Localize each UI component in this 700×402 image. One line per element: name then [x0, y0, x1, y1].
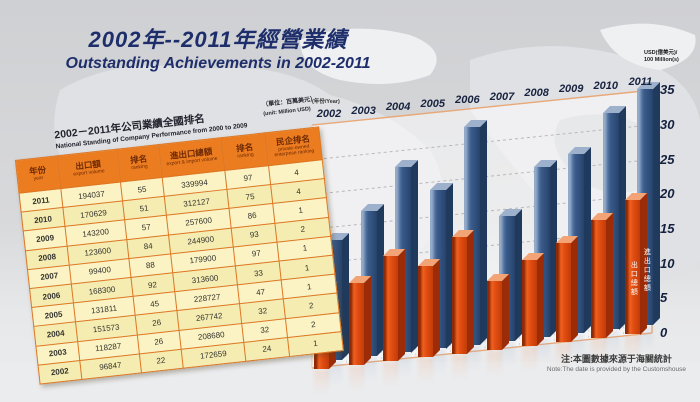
bar-front — [556, 242, 572, 343]
column-header-4: 排名 ranking — [221, 132, 269, 171]
x-axis-year-label: 2007 — [489, 90, 515, 103]
bar-reflection — [556, 343, 572, 378]
bar-side — [363, 276, 371, 366]
bar-front — [452, 236, 468, 354]
bar-export-2005 — [417, 258, 440, 358]
bar-front — [521, 260, 537, 346]
y-axis-unit-line1: USD(億美元)/ — [644, 50, 678, 56]
page-title-english: Outstanding Achievements in 2002-2011 — [65, 55, 371, 72]
bar-reflection — [637, 326, 654, 361]
bar-reflection — [533, 337, 550, 372]
legend-total-label: 進出口總額 — [643, 247, 651, 293]
bar-side — [502, 273, 509, 350]
bar-export-2007 — [487, 273, 509, 350]
value-cell: 22 — [139, 349, 183, 373]
bar-front — [383, 256, 399, 362]
x-axis-year-label: 2005 — [420, 97, 446, 110]
bar-front — [348, 283, 364, 366]
bar-reflection — [521, 346, 537, 381]
y-tick-label: 0 — [660, 325, 668, 340]
x-axis-year-label: 2002 — [316, 108, 342, 121]
bar-export-2009 — [556, 235, 579, 343]
bar-reflection — [326, 361, 342, 395]
bar-export-2004 — [383, 249, 406, 362]
y-tick-label: 10 — [660, 255, 675, 271]
bar-front — [417, 265, 433, 358]
source-note-chinese: 注:本圖數據來源于海關統計 — [560, 354, 672, 364]
x-axis-year-label: 2011 — [628, 76, 653, 89]
bar-side — [571, 235, 579, 343]
bar-front — [590, 219, 606, 339]
bar-export-2006 — [452, 229, 475, 354]
bar-reflection — [590, 339, 606, 374]
bar-front — [625, 199, 641, 335]
bar-reflection — [360, 357, 377, 392]
page-title-chinese: 2002年--2011年經營業績 — [88, 27, 348, 52]
bar-reflection — [429, 349, 446, 384]
bar-side — [605, 212, 613, 339]
x-axis-year-label: 2010 — [593, 79, 619, 92]
x-axis-year-label: 2009 — [558, 83, 584, 96]
column-header-0: 年份 year — [15, 155, 61, 194]
ranking-table-block: 2002－2011年公司業績全國排名 National Standing of … — [12, 97, 344, 385]
bar-reflection — [417, 358, 433, 393]
year-cell: 2002 — [38, 360, 82, 384]
x-axis-year-label: 2006 — [455, 94, 480, 107]
bar-reflection — [464, 345, 481, 380]
legend-export-label: 出口總額 — [630, 261, 638, 298]
y-axis-unit-label: USD(億美元)/ 100 Million(s) — [644, 50, 700, 64]
bar-side — [467, 229, 475, 354]
bar-reflection — [602, 330, 619, 365]
bar-reflection — [625, 335, 641, 370]
source-note: 注:本圖數據來源于海關統計 Note:The date is provided … — [547, 352, 686, 373]
y-tick-label: 15 — [660, 220, 675, 236]
bar-front — [487, 280, 502, 350]
y-tick-label: 20 — [660, 186, 675, 202]
x-axis-year-label: 2003 — [351, 104, 376, 117]
bar-reflection — [395, 353, 412, 388]
y-tick-label: 35 — [660, 82, 675, 98]
page-title: 2002年--2011年經營業績 Outstanding Achievement… — [48, 22, 388, 73]
bar-reflection — [348, 366, 364, 401]
table-body: 2011 194037 55 339994 97 4 2010 170629 51 312127 7… — [19, 159, 344, 384]
bar-export-2008 — [521, 253, 544, 346]
bar-reflection — [568, 334, 585, 369]
value-cell: 24 — [244, 337, 290, 362]
bar-reflection — [487, 350, 502, 385]
bar-side — [398, 249, 406, 362]
x-axis-year-label: 2004 — [385, 101, 411, 114]
bar-export-2003 — [348, 276, 371, 366]
bar-side — [536, 253, 544, 346]
x-axis-year-label: 2008 — [524, 86, 549, 99]
bar-reflection — [452, 354, 468, 389]
y-tick-label: 30 — [660, 116, 675, 132]
bar-export-2010 — [590, 212, 613, 339]
y-tick-label: 25 — [660, 151, 675, 167]
bar-export-2011 — [625, 192, 648, 335]
bar-reflection — [383, 362, 399, 397]
column-header-2: 排名 ranking — [116, 144, 162, 183]
source-note-english: Note:The date is provided by the Customs… — [546, 366, 686, 373]
y-axis-unit-line2: 100 Million(s) — [644, 57, 679, 64]
year-axis-caption: (年份/Year) — [312, 99, 340, 106]
bar-side — [432, 258, 440, 358]
bar-reflection — [499, 341, 515, 376]
bar-reflection — [314, 370, 329, 402]
ranking-table: 年份 year 出口額 export volume 排名 ranking 進出口總額 expo… — [15, 126, 344, 384]
y-tick-label: 5 — [660, 290, 668, 306]
